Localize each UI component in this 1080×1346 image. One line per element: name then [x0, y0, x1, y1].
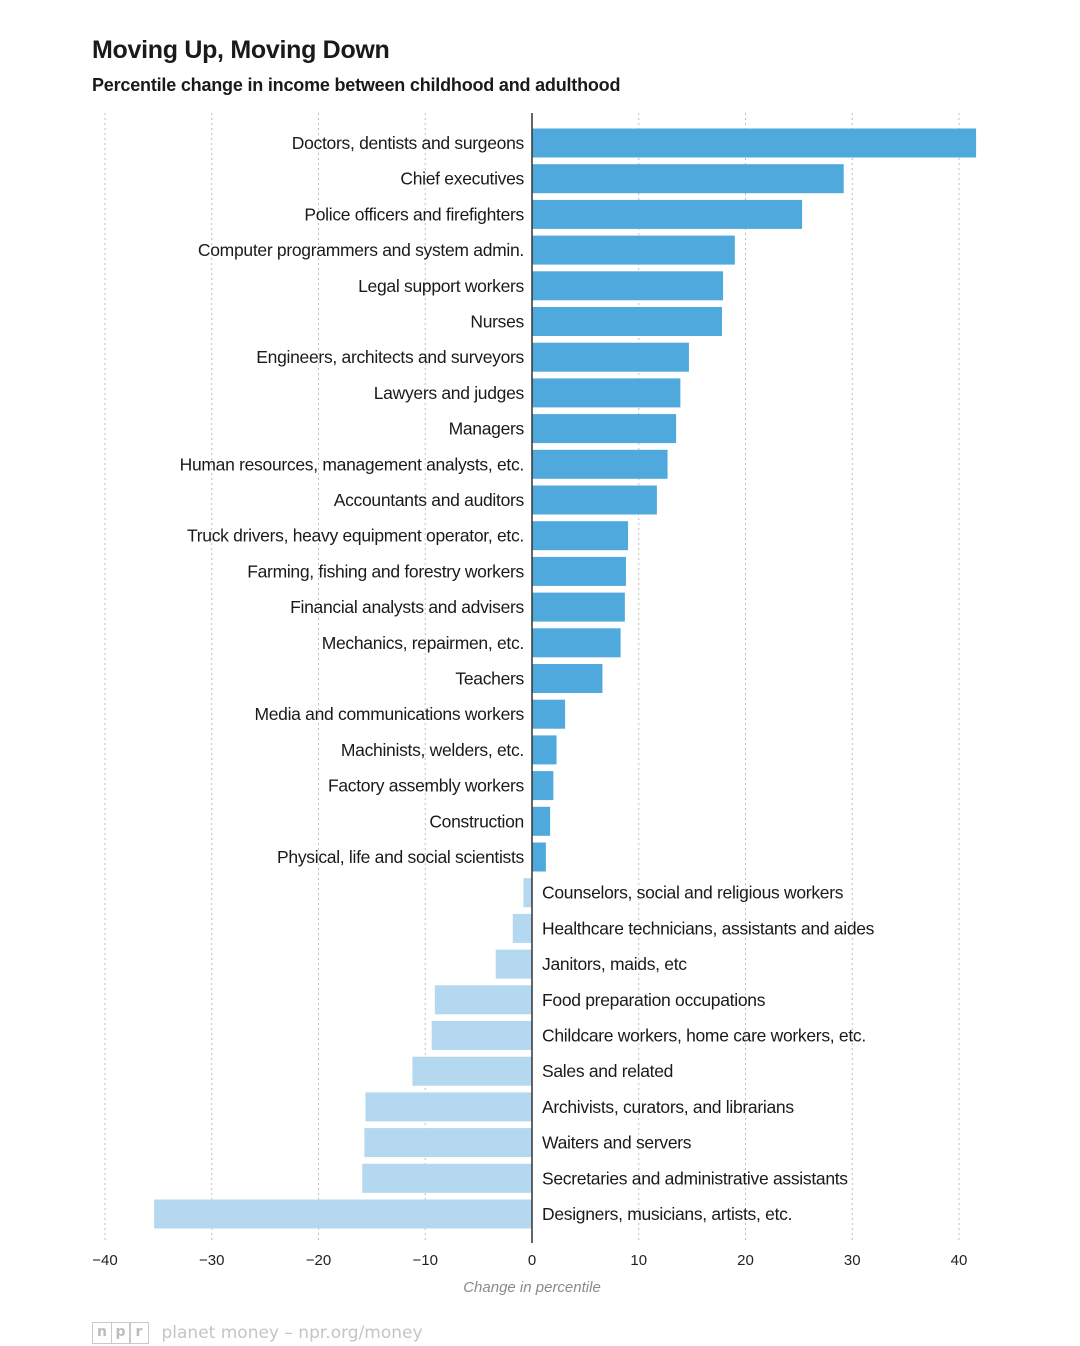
category-label: Childcare workers, home care workers, et… [542, 1026, 866, 1046]
x-tick-label: 0 [528, 1252, 536, 1269]
bar [532, 556, 626, 586]
bar-labels: Doctors, dentists and surgeons Chief exec… [180, 133, 875, 1224]
bar [512, 913, 532, 943]
bar [532, 164, 844, 194]
npr-logo: n p r [92, 1322, 149, 1344]
source-credit: planet money – npr.org/money [161, 1323, 423, 1343]
chart-title: Moving Up, Moving Down [92, 36, 390, 64]
footer: n p r planet money – npr.org/money [92, 1322, 423, 1344]
category-label: Factory assembly workers [328, 776, 525, 796]
bar [532, 806, 551, 836]
x-tick-label: 40 [951, 1252, 968, 1269]
bar [495, 949, 532, 979]
category-label: Financial analysts and advisers [290, 597, 524, 617]
x-axis-label: Change in percentile [463, 1279, 601, 1296]
category-label: Archivists, curators, and librarians [542, 1097, 794, 1117]
category-label: Lawyers and judges [374, 383, 525, 403]
bar [532, 592, 625, 622]
category-label: Chief executives [400, 169, 524, 189]
category-label: Counselors, social and religious workers [542, 883, 844, 903]
bar [532, 307, 723, 336]
grid-lines [104, 113, 960, 1243]
bar [532, 699, 566, 729]
x-tick-label: −20 [306, 1252, 331, 1269]
category-label: Nurses [470, 312, 524, 332]
category-label: Physical, life and social scientists [277, 847, 524, 867]
x-tick-label: 10 [630, 1252, 647, 1269]
category-label: Construction [429, 811, 524, 831]
category-label: Managers [449, 419, 525, 439]
bar [364, 1128, 532, 1158]
category-label: Teachers [455, 669, 524, 689]
category-label: Engineers, architects and surveyors [256, 347, 524, 367]
category-label: Truck drivers, heavy equipment operator,… [187, 526, 524, 546]
bar [365, 1092, 532, 1122]
bar [523, 878, 532, 908]
npr-logo-letter: p [110, 1322, 131, 1344]
bar [532, 628, 621, 658]
bar [532, 199, 803, 229]
category-label: Police officers and firefighters [304, 204, 524, 224]
x-tick-label: −30 [199, 1252, 224, 1269]
category-label: Media and communications workers [254, 704, 524, 724]
bar [532, 771, 554, 801]
bar [532, 271, 724, 301]
category-label: Healthcare technicians, assistants and a… [542, 918, 875, 938]
category-label: Legal support workers [358, 276, 524, 296]
bar [532, 235, 735, 265]
bar [532, 664, 603, 693]
npr-logo-letter: n [92, 1322, 112, 1344]
bar [431, 1021, 532, 1050]
bar [532, 342, 689, 372]
bar [532, 485, 657, 515]
bar [532, 414, 677, 444]
category-label: Sales and related [542, 1061, 673, 1081]
category-label: Doctors, dentists and surgeons [292, 133, 525, 153]
bar [532, 842, 546, 872]
category-label: Machinists, welders, etc. [341, 740, 524, 760]
bar [532, 449, 668, 479]
bar [362, 1163, 532, 1193]
bar [532, 521, 629, 551]
bar [434, 985, 532, 1015]
bar [532, 378, 681, 408]
x-tick-label: −10 [413, 1252, 438, 1269]
bar [532, 128, 977, 158]
category-label: Human resources, management analysts, et… [180, 454, 524, 474]
x-tick-label: 30 [844, 1252, 861, 1269]
category-label: Secretaries and administrative assistant… [542, 1168, 848, 1188]
category-label: Designers, musicians, artists, etc. [542, 1204, 792, 1224]
category-label: Computer programmers and system admin. [198, 240, 524, 260]
x-tick-label: 20 [737, 1252, 754, 1269]
category-label: Farming, fishing and forestry workers [247, 561, 524, 581]
category-label: Janitors, maids, etc [542, 954, 687, 974]
chart-subtitle: Percentile change in income between chil… [92, 75, 621, 95]
category-label: Accountants and auditors [334, 490, 525, 510]
bar [412, 1056, 532, 1086]
category-label: Waiters and servers [542, 1133, 692, 1153]
category-label: Mechanics, repairmen, etc. [322, 633, 524, 653]
category-label: Food preparation occupations [542, 990, 766, 1010]
bars [154, 128, 977, 1229]
npr-logo-letter: r [129, 1322, 149, 1344]
bar [154, 1199, 533, 1229]
x-axis: −40 −30 −20 −10 0 10 20 30 40 Change in percentil… [92, 113, 967, 1296]
x-tick-label: −40 [92, 1252, 117, 1269]
bar [532, 735, 557, 765]
